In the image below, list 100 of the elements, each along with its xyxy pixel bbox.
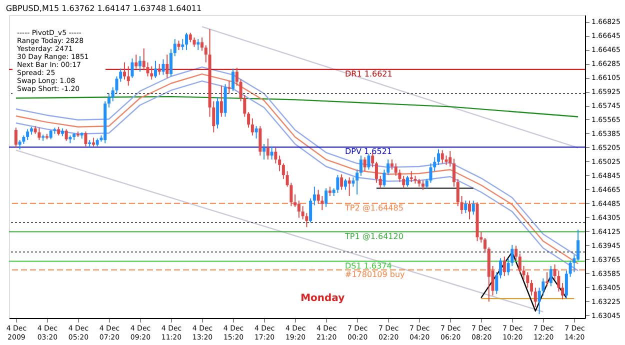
- candlestick: [232, 68, 235, 92]
- candlestick: [134, 54, 138, 70]
- candlestick: [437, 148, 440, 166]
- candlestick: [386, 159, 390, 176]
- candlestick: [464, 200, 468, 214]
- candlestick: [26, 128, 30, 141]
- candlestick: [356, 169, 359, 195]
- candlestick: [324, 188, 328, 208]
- annotation: Monday: [300, 293, 346, 304]
- ref-line-label: TP1 @1.64120: [344, 232, 404, 241]
- candlestick: [216, 96, 220, 129]
- line-series: [15, 96, 579, 118]
- candlestick: [344, 178, 347, 190]
- candlestick: [278, 155, 282, 172]
- candlestick: [188, 32, 192, 43]
- candlestick: [421, 180, 424, 190]
- candlestick: [247, 112, 250, 128]
- candlestick: [382, 169, 386, 188]
- candlestick: [274, 147, 278, 164]
- candlestick: [530, 279, 534, 296]
- candlestick: [18, 140, 22, 150]
- candlestick: [254, 126, 258, 140]
- ref-line-label: DR1 1.6621: [345, 69, 392, 78]
- candlestick: [228, 80, 231, 94]
- candlestick: [150, 66, 154, 80]
- candlestick: [378, 175, 382, 189]
- candlestick: [200, 37, 204, 52]
- candlestick: [448, 150, 452, 167]
- ref-line-label: DS1 1.6374: [345, 261, 392, 270]
- candlestick: [181, 38, 184, 50]
- candlestick: [250, 118, 254, 136]
- candlestick: [38, 127, 41, 141]
- candlestick: [192, 37, 196, 48]
- candlestick: [433, 156, 436, 172]
- candlestick: [258, 126, 262, 156]
- candlestick: [177, 40, 180, 50]
- candlestick: [549, 265, 552, 287]
- candlestick: [514, 245, 518, 262]
- candlestick: [534, 287, 537, 308]
- candlestick: [374, 161, 378, 184]
- candlestick: [518, 253, 522, 274]
- candlestick: [340, 174, 344, 190]
- candlestick: [576, 229, 580, 262]
- candlestick: [460, 196, 464, 214]
- candlestick: [235, 67, 238, 86]
- candlestick: [220, 85, 223, 118]
- candlestick: [468, 200, 472, 220]
- candlestick: [162, 58, 165, 76]
- candlestick: [363, 156, 366, 172]
- candlestick: [502, 256, 506, 277]
- candlestick: [352, 176, 355, 188]
- candlestick: [84, 131, 88, 147]
- candlestick: [185, 32, 188, 50]
- candlestick: [154, 60, 157, 78]
- candlestick: [328, 186, 332, 197]
- candlestick: [336, 174, 340, 194]
- candlestick: [196, 38, 200, 50]
- candlestick: [402, 175, 406, 189]
- candlestick: [270, 146, 274, 160]
- candlestick: [444, 155, 448, 166]
- candlestick: [390, 159, 394, 170]
- candlestick: [348, 176, 351, 197]
- candlestick: [484, 237, 487, 254]
- candlestick: [49, 129, 52, 140]
- candlestick: [173, 38, 176, 57]
- ref-line-label: DPV 1.6521: [345, 147, 392, 156]
- candlestick: [64, 128, 68, 142]
- ref-line-label: #1780109 buy: [345, 270, 406, 279]
- ref-line-label: TP2 @1.64485: [344, 203, 404, 212]
- candlestick: [561, 282, 564, 300]
- candlestick: [472, 200, 475, 216]
- candlestick: [367, 154, 370, 170]
- candlestick: [499, 258, 502, 279]
- candlestick: [452, 158, 456, 188]
- candlestick: [107, 92, 110, 108]
- candlestick: [410, 170, 413, 183]
- candlestick: [126, 66, 130, 86]
- candlestick: [456, 178, 460, 207]
- candlestick: [130, 58, 134, 78]
- candlestick: [406, 175, 409, 188]
- candlestick: [312, 186, 316, 206]
- candlestick: [266, 138, 270, 160]
- candlestick: [204, 44, 208, 63]
- candlestick: [309, 198, 312, 223]
- candlestick: [138, 56, 142, 72]
- candlestick: [564, 270, 568, 300]
- chart-title: GBPUSD,M15 1.63762 1.64147 1.63748 1.64011: [6, 4, 202, 13]
- candlestick: [294, 194, 297, 208]
- candlestick: [297, 200, 300, 218]
- candlestick: [122, 62, 126, 80]
- candlestick: [170, 48, 173, 77]
- candlestick: [119, 68, 122, 82]
- candlestick: [282, 162, 285, 180]
- candlestick: [14, 127, 18, 148]
- candlestick: [359, 155, 362, 176]
- candlestick: [495, 272, 498, 294]
- candlestick: [546, 272, 549, 287]
- candlestick: [440, 150, 444, 164]
- candlestick: [166, 54, 169, 78]
- candlestick: [158, 63, 161, 76]
